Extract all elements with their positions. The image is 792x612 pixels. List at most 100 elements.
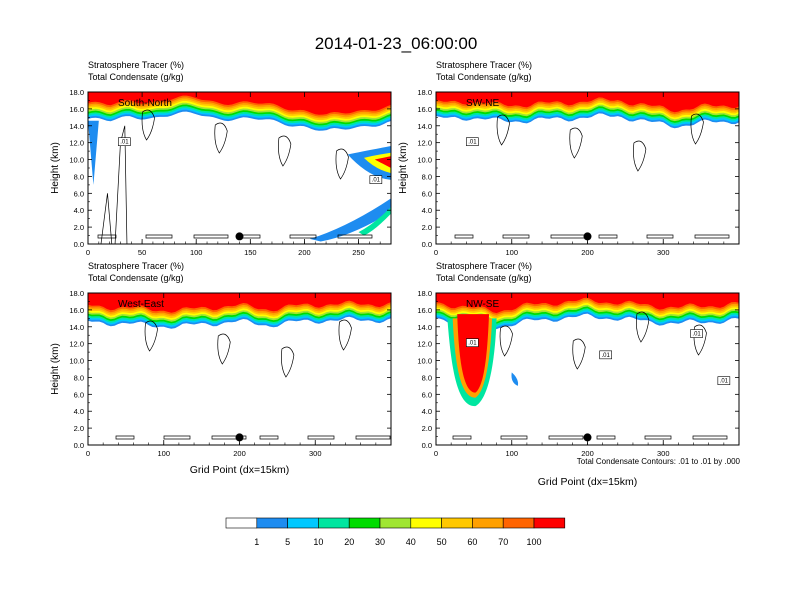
ytick-label: 6.0 bbox=[422, 189, 432, 198]
ytick-label: 10.0 bbox=[417, 156, 432, 165]
surface-contour bbox=[289, 234, 317, 239]
ylabel: Height (km) bbox=[50, 142, 61, 194]
xtick-label: 250 bbox=[352, 248, 365, 257]
contour-loop bbox=[281, 346, 295, 378]
colorbar-label: 10 bbox=[313, 537, 323, 547]
svg-text:.01: .01 bbox=[468, 140, 477, 146]
condensate-contours bbox=[97, 109, 373, 244]
ytick-label: 16.0 bbox=[69, 306, 84, 315]
contour-loop bbox=[141, 109, 155, 141]
condensate-contours bbox=[115, 319, 391, 440]
ytick-label: 12.0 bbox=[417, 139, 432, 148]
xtick-label: 0 bbox=[86, 248, 90, 257]
xtick-label: 150 bbox=[244, 248, 257, 257]
colorbar-swatch bbox=[225, 517, 258, 529]
ytick-label: 6.0 bbox=[74, 189, 84, 198]
ytick-label: 8.0 bbox=[74, 172, 84, 181]
low-intrusion-core bbox=[358, 206, 391, 236]
contour-label: .01 bbox=[118, 137, 131, 146]
ytick-label: 16.0 bbox=[69, 105, 84, 114]
svg-text:.01: .01 bbox=[468, 341, 477, 347]
svg-text:.01: .01 bbox=[692, 332, 701, 338]
xtick-label: 100 bbox=[505, 449, 518, 458]
contour-label: .01 bbox=[690, 329, 703, 338]
xtick-label: 0 bbox=[434, 449, 438, 458]
surface-contour bbox=[452, 435, 472, 440]
ytick-label: 10.0 bbox=[69, 156, 84, 165]
ytick-label: 16.0 bbox=[417, 306, 432, 315]
contour-loop bbox=[569, 127, 583, 159]
ytick-label: 18.0 bbox=[417, 289, 432, 298]
contour-label: .01 bbox=[717, 376, 731, 385]
xlabel: Grid Point (dx=15km) bbox=[538, 476, 638, 488]
ytick-label: 2.0 bbox=[422, 223, 432, 232]
xtick-label: 300 bbox=[309, 449, 322, 458]
figure-title: 2014-01-23_06:00:00 bbox=[315, 34, 478, 53]
panel-south-north: .01 .01 South-North Stratosphere Tracer (%)… bbox=[50, 60, 392, 257]
contour-loop bbox=[217, 333, 231, 365]
ytick-label: 4.0 bbox=[74, 206, 84, 215]
condensate-contours bbox=[452, 311, 728, 440]
colorbar-swatch bbox=[441, 517, 473, 529]
ytick-label: 2.0 bbox=[74, 424, 84, 433]
tracer-band-10 bbox=[436, 293, 739, 314]
contour-loop bbox=[690, 113, 704, 145]
panel-label: South-North bbox=[118, 98, 172, 109]
subtitle-tracer: Stratosphere Tracer (%) bbox=[88, 60, 184, 70]
ytick-label: 16.0 bbox=[417, 105, 432, 114]
ytick-label: 18.0 bbox=[69, 88, 84, 97]
contour-loop bbox=[214, 122, 228, 154]
panels: .01 .01 South-North Stratosphere Tracer (%)… bbox=[50, 60, 740, 488]
surface-contour bbox=[145, 234, 173, 239]
location-marker bbox=[235, 232, 244, 241]
contour-loop bbox=[278, 135, 292, 167]
surface-contour bbox=[596, 435, 616, 440]
colorbar-label: 70 bbox=[498, 537, 508, 547]
svg-text:.01: .01 bbox=[720, 379, 729, 385]
ytick-label: 6.0 bbox=[422, 390, 432, 399]
ytick-label: 6.0 bbox=[74, 390, 84, 399]
surface-contour bbox=[307, 435, 335, 440]
colorbar-label: 5 bbox=[285, 537, 290, 547]
contour-loop bbox=[335, 148, 349, 180]
surface-contour bbox=[694, 234, 730, 239]
contour-loop bbox=[338, 319, 352, 351]
contour-loop bbox=[144, 320, 158, 352]
colorbar-label: 100 bbox=[526, 537, 541, 547]
xtick-label: 300 bbox=[657, 248, 670, 257]
svg-text:.01: .01 bbox=[120, 140, 129, 146]
ytick-label: 4.0 bbox=[422, 407, 432, 416]
plume-contour bbox=[114, 125, 128, 244]
subtitle-condensate: Total Condensate (g/kg) bbox=[436, 72, 532, 82]
colorbar-swatch bbox=[533, 517, 566, 529]
ylabel: Height (km) bbox=[398, 142, 409, 194]
ytick-label: 4.0 bbox=[74, 407, 84, 416]
ytick-label: 12.0 bbox=[417, 340, 432, 349]
ytick-label: 14.0 bbox=[417, 323, 432, 332]
subtitle-tracer: Stratosphere Tracer (%) bbox=[88, 261, 184, 271]
ylabel: Height (km) bbox=[50, 343, 61, 395]
colorbar-label: 40 bbox=[406, 537, 416, 547]
colorbar-label: 1 bbox=[254, 537, 259, 547]
location-marker bbox=[235, 433, 244, 442]
surface-contour bbox=[259, 435, 279, 440]
ytick-label: 18.0 bbox=[417, 88, 432, 97]
xtick-label: 200 bbox=[233, 449, 246, 458]
location-marker bbox=[583, 232, 592, 241]
contour-loop bbox=[633, 140, 647, 172]
ytick-label: 14.0 bbox=[69, 323, 84, 332]
left-edge-blue bbox=[88, 120, 99, 185]
svg-text:.01: .01 bbox=[602, 353, 611, 359]
ytick-label: 12.0 bbox=[69, 139, 84, 148]
contour-loop bbox=[636, 311, 650, 343]
surface-contour bbox=[644, 435, 672, 440]
low-intrusion bbox=[309, 198, 391, 242]
xtick-label: 0 bbox=[434, 248, 438, 257]
panel-label: West-East bbox=[118, 299, 164, 310]
tracer-band-10 bbox=[436, 92, 739, 113]
ytick-label: 0.0 bbox=[74, 240, 84, 249]
surface-contour bbox=[163, 435, 191, 440]
surface-contour bbox=[548, 435, 584, 440]
svg-text:.01: .01 bbox=[372, 178, 381, 184]
colorbar-label: 30 bbox=[375, 537, 385, 547]
